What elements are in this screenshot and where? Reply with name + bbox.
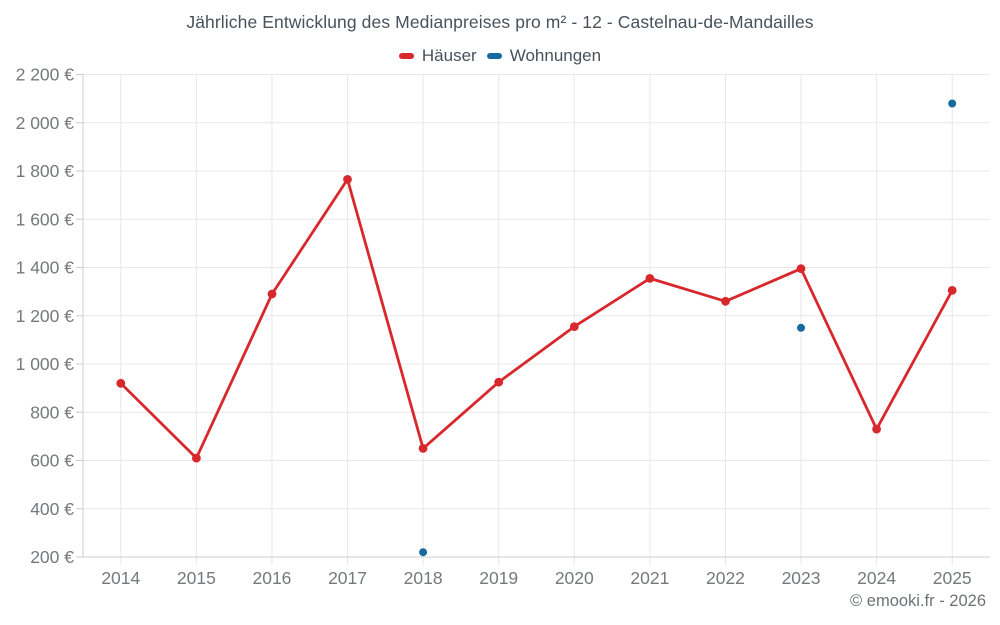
svg-text:1 800 €: 1 800 €	[16, 161, 75, 181]
svg-text:1 600 €: 1 600 €	[16, 209, 75, 229]
legend-item-label: Häuser	[421, 46, 477, 65]
chart-title: Jährliche Entwicklung des Medianpreises …	[186, 12, 814, 32]
svg-text:2018: 2018	[404, 568, 443, 588]
svg-text:2023: 2023	[782, 568, 821, 588]
svg-text:400 €: 400 €	[30, 499, 74, 519]
svg-text:2025: 2025	[933, 568, 972, 588]
copyright-footer: © emooki.fr - 2026	[850, 592, 986, 610]
haeuser-series-swatch-icon	[398, 53, 414, 59]
svg-text:2015: 2015	[177, 568, 216, 588]
legend-item-label: Wohnungen	[509, 46, 602, 65]
svg-text:2019: 2019	[479, 568, 518, 588]
svg-text:2016: 2016	[252, 568, 291, 588]
svg-text:1 200 €: 1 200 €	[16, 306, 75, 326]
svg-text:600 €: 600 €	[30, 451, 74, 471]
wohnungen-series-swatch-icon	[486, 53, 502, 59]
legend-item-wohnungen[interactable]: Wohnungen	[486, 46, 602, 66]
svg-text:2020: 2020	[555, 568, 594, 588]
chart-legend: Häuser Wohnungen	[0, 46, 1000, 66]
svg-text:800 €: 800 €	[30, 402, 74, 422]
svg-text:1 000 €: 1 000 €	[16, 354, 75, 374]
svg-text:2022: 2022	[706, 568, 745, 588]
svg-text:200 €: 200 €	[30, 547, 74, 567]
svg-text:2 000 €: 2 000 €	[16, 113, 75, 133]
svg-text:2014: 2014	[101, 568, 140, 588]
svg-text:1 400 €: 1 400 €	[16, 258, 75, 278]
svg-text:2017: 2017	[328, 568, 367, 588]
svg-text:2024: 2024	[857, 568, 896, 588]
svg-text:2021: 2021	[630, 568, 669, 588]
legend-item-haeuser[interactable]: Häuser	[398, 46, 477, 66]
svg-text:2 200 €: 2 200 €	[16, 65, 75, 85]
